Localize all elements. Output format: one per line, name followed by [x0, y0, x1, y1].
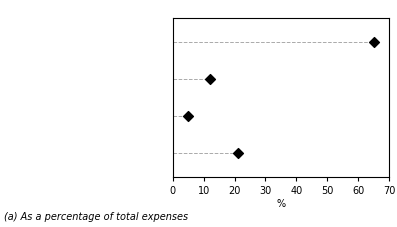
Point — [234, 151, 241, 155]
Point — [185, 114, 191, 118]
Point — [370, 40, 377, 44]
Point — [206, 77, 213, 81]
Text: (a) As a percentage of total expenses: (a) As a percentage of total expenses — [4, 212, 188, 222]
X-axis label: %: % — [276, 199, 285, 209]
